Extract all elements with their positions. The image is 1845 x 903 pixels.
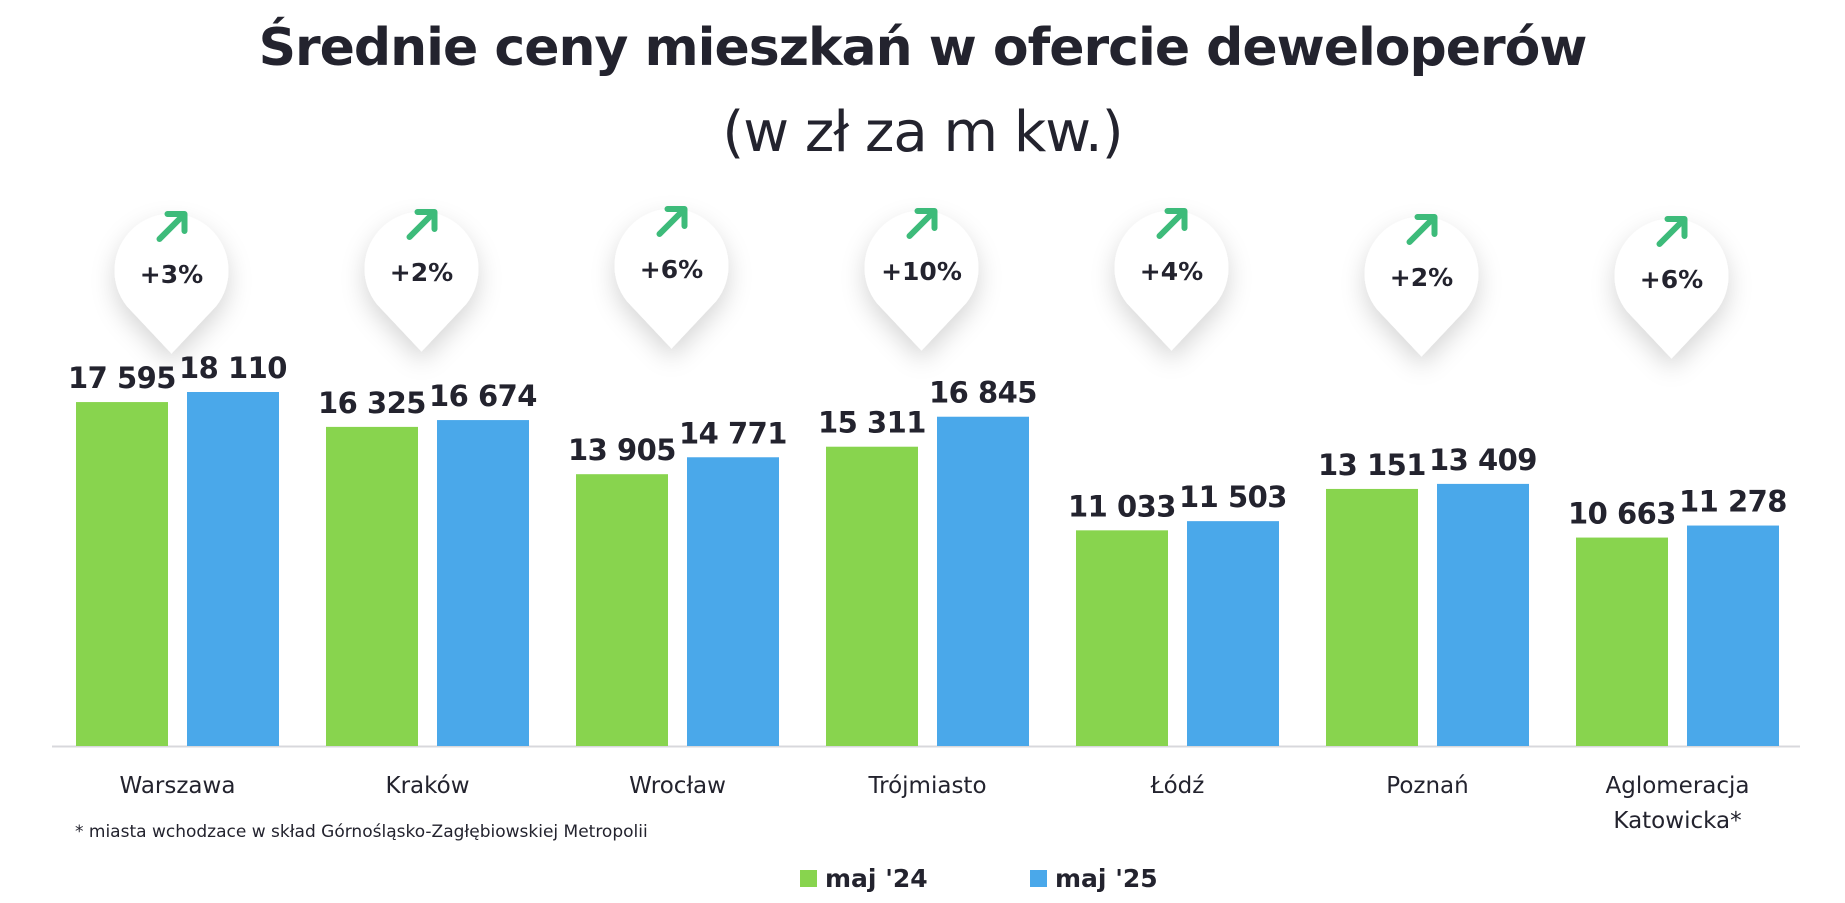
data-label: 18 110 [179, 351, 287, 385]
change-label: +4% [1140, 257, 1203, 286]
change-badge [1114, 210, 1229, 351]
change-badge [1614, 218, 1729, 359]
tick-label: Trójmiasto [867, 773, 986, 799]
change-label: +2% [1390, 263, 1453, 292]
footnote: * miasta wchodzace w skład Górnośląsko-Z… [75, 822, 648, 842]
bar [1687, 525, 1779, 746]
change-label: +10% [881, 257, 962, 286]
legend-label: maj '25 [1055, 864, 1158, 893]
bar [687, 457, 779, 746]
badge-shape [864, 210, 979, 351]
data-label: 16 674 [429, 379, 537, 413]
data-label: 11 503 [1179, 480, 1287, 514]
data-label: 16 325 [318, 386, 426, 420]
bar [576, 474, 668, 746]
change-badge [364, 211, 479, 352]
badge-shape [114, 213, 229, 354]
arrow-up-right-icon [406, 209, 438, 240]
arrow-up-right-icon [156, 211, 188, 242]
data-label: 13 905 [568, 433, 676, 467]
tick-label: Poznań [1386, 773, 1468, 799]
bar [187, 392, 279, 746]
bar-chart: 17 595 18 110 Warszawa +3% 16 325 16 674 Krakó… [52, 206, 1800, 834]
bar [826, 446, 918, 746]
bar [326, 426, 418, 746]
bar [1076, 530, 1168, 746]
arrow-up-right-icon [1156, 208, 1188, 239]
tick-label: Wrocław [629, 773, 726, 799]
tick-label: Łódź [1150, 773, 1205, 799]
tick-label: Aglomeracja [1605, 773, 1749, 799]
tick-label: Kraków [385, 773, 469, 799]
legend-item-maj-24: maj '24 [800, 864, 928, 893]
data-label: 16 845 [929, 376, 1037, 410]
bar [1437, 483, 1529, 746]
change-label: +3% [140, 260, 203, 289]
change-label: +2% [390, 258, 453, 287]
arrow-up-right-icon [1406, 214, 1438, 245]
badge-shape [614, 208, 729, 349]
bar [937, 416, 1029, 746]
data-label: 14 771 [679, 416, 787, 450]
change-badge [864, 210, 979, 351]
bar [1326, 488, 1418, 746]
legend-swatch-green [800, 870, 817, 887]
data-label: 17 595 [68, 361, 176, 395]
data-label: 15 311 [818, 406, 926, 440]
badge-shape [1114, 210, 1229, 351]
arrow-up-right-icon [906, 208, 938, 239]
change-badge [614, 208, 729, 349]
change-label: +6% [640, 255, 703, 284]
data-label: 11 278 [1679, 485, 1787, 519]
data-label: 13 151 [1318, 448, 1426, 482]
bar [1187, 521, 1279, 746]
chart-title: Średnie ceny mieszkań w ofercie dewelope… [258, 18, 1588, 78]
legend-item-maj-25: maj '25 [1030, 864, 1158, 893]
change-badge [1364, 216, 1479, 357]
badge-shape [364, 211, 479, 352]
data-label: 13 409 [1429, 443, 1537, 477]
arrow-up-right-icon [1656, 216, 1688, 247]
bar [437, 420, 529, 746]
bar [76, 402, 168, 746]
change-badge [114, 213, 229, 354]
badge-shape [1364, 216, 1479, 357]
legend-swatch-blue [1030, 870, 1047, 887]
legend-label: maj '24 [825, 864, 928, 893]
badge-shape [1614, 218, 1729, 359]
bar [1576, 537, 1668, 746]
tick-label: Warszawa [120, 773, 236, 799]
data-label: 11 033 [1068, 489, 1176, 523]
data-label: 10 663 [1568, 497, 1676, 531]
chart-subtitle: (w zł za m kw.) [722, 100, 1123, 165]
tick-label: Katowicka* [1613, 808, 1741, 834]
change-label: +6% [1640, 265, 1703, 294]
arrow-up-right-icon [656, 206, 688, 237]
